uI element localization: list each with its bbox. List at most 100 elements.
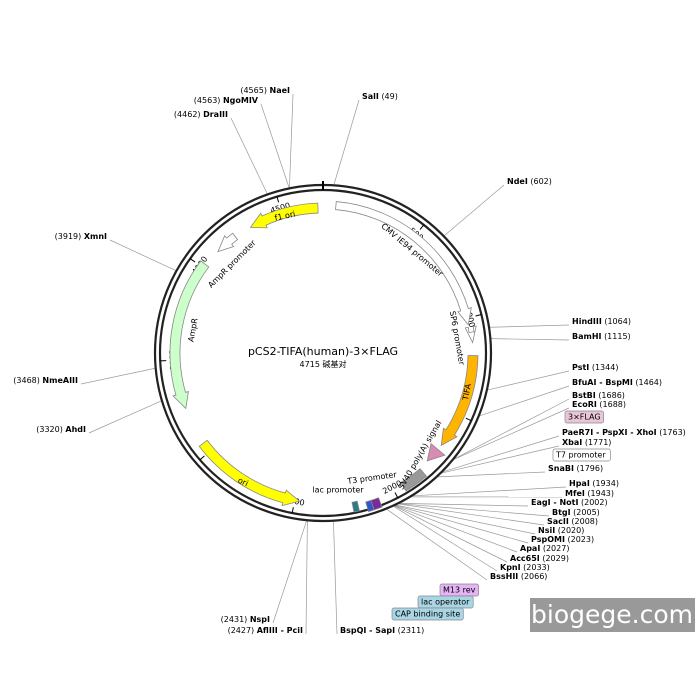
leader-line: [395, 505, 529, 544]
enzyme-position: (4563): [194, 96, 221, 105]
feature-arrow: [198, 439, 301, 507]
site-label: KpnI (2033): [500, 563, 550, 572]
enzyme-position: (1934): [592, 479, 619, 488]
tick-mark: [419, 224, 425, 230]
enzyme-position: (1771): [585, 438, 612, 447]
enzyme-name: BstBI: [572, 391, 596, 400]
feature-tag: CAP binding site: [395, 610, 460, 619]
enzyme-position: (2427): [228, 626, 255, 635]
feature-arrow: [217, 232, 239, 253]
feature-arrow: [351, 500, 360, 513]
watermark-bg: [530, 598, 695, 632]
leader-line: [399, 503, 550, 517]
feature-label: lac promoter: [312, 486, 364, 495]
leader-line: [394, 505, 508, 563]
leader-line: [454, 398, 570, 460]
enzyme-position: (3468): [13, 376, 40, 385]
site-label: PspOMI (2023): [531, 535, 594, 544]
enzyme-name: KpnI: [500, 563, 521, 572]
site-label: (4563) NgoMIV: [194, 96, 259, 105]
feature-label: f1 ori: [274, 209, 296, 222]
site-label: (4565) NaeI: [240, 86, 290, 95]
site-label: (4462) DraIII: [174, 110, 228, 119]
leader-line: [109, 239, 176, 271]
site-label: HindIII (1064): [572, 317, 631, 326]
enzyme-name: NdeI: [507, 177, 528, 186]
leader-line: [88, 400, 162, 434]
leader-lines: [80, 93, 570, 635]
site-label: NsiI (2020): [538, 526, 584, 535]
feature-arrow: [400, 468, 428, 492]
enzyme-position: (2005): [573, 508, 600, 517]
enzyme-name: BtgI: [552, 508, 571, 517]
enzyme-name: XbaI: [562, 438, 582, 447]
site-label: BspQI - SapI (2311): [340, 626, 424, 635]
leader-line: [443, 435, 560, 473]
enzyme-name: HindIII: [572, 317, 602, 326]
enzyme-name: XmnI: [84, 232, 107, 241]
tick-mark: [276, 196, 280, 203]
enzyme-name: MfeI: [565, 489, 585, 498]
enzyme-name: BssHII: [490, 572, 518, 581]
site-label: BstBI (1686): [572, 391, 625, 400]
leader-line: [272, 521, 307, 624]
site-label: BtgI (2005): [552, 508, 600, 517]
enzyme-position: (2066): [521, 572, 548, 581]
tick-mark: [475, 314, 482, 317]
tick-mark: [199, 455, 205, 461]
site-label: MfeI (1943): [565, 489, 614, 498]
enzyme-name: DraIII: [203, 110, 228, 119]
feature-arrow: [335, 201, 472, 326]
site-label: SacII (2008): [547, 517, 598, 526]
enzyme-position: (602): [530, 177, 552, 186]
feature-arrow: [365, 499, 375, 513]
site-label: SnaBI (1796): [548, 464, 603, 473]
enzyme-name: BfuAI - BspMI: [572, 378, 633, 387]
enzyme-position: (1688): [599, 400, 626, 409]
tick-mark: [291, 507, 294, 514]
enzyme-position: (2023): [568, 535, 595, 544]
leader-line: [260, 103, 290, 188]
site-label: ApaI (2027): [520, 544, 569, 553]
site-label: HpaI (1934): [569, 479, 619, 488]
feature-arrow: [440, 355, 479, 447]
feature-tag: M13 rev: [443, 586, 476, 595]
leader-line: [230, 117, 268, 194]
enzyme-position: (1796): [576, 464, 603, 473]
enzyme-name: HpaI: [569, 479, 590, 488]
leader-line: [396, 504, 536, 535]
feature-arrow: [464, 325, 477, 344]
length-unit: 碱基对: [322, 359, 346, 369]
feature-tag: 3×FLAG: [568, 413, 601, 422]
enzyme-position: (4565): [240, 86, 267, 95]
leader-line: [393, 506, 498, 572]
site-label: Acc65I (2029): [510, 554, 569, 563]
leader-line: [479, 385, 570, 417]
length: 4715: [300, 360, 320, 369]
enzyme-name: SnaBI: [548, 464, 574, 473]
enzyme-name: AflIII - PciI: [257, 626, 303, 635]
leader-line: [333, 521, 338, 635]
leader-line: [413, 486, 567, 497]
tick-mark: [465, 417, 472, 422]
enzyme-name: ApaI: [520, 544, 540, 553]
enzyme-position: (2002): [581, 498, 608, 507]
plasmid-length: 4715 碱基对: [300, 359, 347, 369]
leader-line: [394, 505, 518, 553]
enzyme-name: NaeI: [270, 86, 291, 95]
site-label: (3320) AhdI: [36, 425, 86, 434]
feature-tag-box: [552, 448, 611, 462]
tick-mark: [189, 258, 196, 263]
enzyme-position: (1464): [635, 378, 662, 387]
leader-line: [386, 509, 488, 581]
leader-line: [441, 445, 560, 474]
enzyme-name: BspQI - SapI: [340, 626, 395, 635]
enzyme-name: PstI: [572, 363, 589, 372]
site-label: EagI - NotI (2002): [531, 498, 608, 507]
site-label: (2431) NspI: [221, 615, 270, 624]
site-label: (2427) AflIII - PciI: [228, 626, 303, 635]
site-label: BfuAI - BspMI (1464): [572, 378, 662, 387]
feature-label: AmpR: [186, 317, 199, 343]
enzyme-position: (2033): [523, 563, 550, 572]
